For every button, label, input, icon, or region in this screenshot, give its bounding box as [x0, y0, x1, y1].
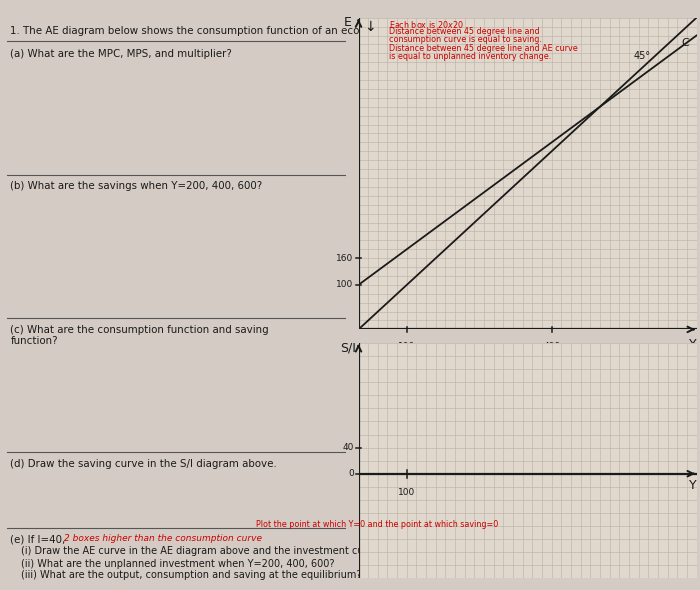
Text: is equal to unplanned inventory change.: is equal to unplanned inventory change.: [389, 52, 551, 61]
Text: (b) What are the savings when Y=200, 400, 600?: (b) What are the savings when Y=200, 400…: [10, 181, 262, 191]
Text: C: C: [681, 38, 689, 48]
Text: 40: 40: [342, 443, 354, 452]
Text: 100: 100: [337, 280, 354, 289]
Text: Y: Y: [689, 479, 696, 492]
Text: 160: 160: [337, 254, 354, 263]
Text: 0: 0: [348, 469, 354, 478]
Text: S/I: S/I: [340, 342, 356, 355]
Text: (e) If I=40,: (e) If I=40,: [10, 535, 66, 545]
Text: (a) What are the MPC, MPS, and multiplier?: (a) What are the MPC, MPS, and multiplie…: [10, 48, 232, 58]
Text: Plot the point at which Y=0 and the point at which saving=0: Plot the point at which Y=0 and the poin…: [256, 520, 498, 529]
Text: Each box is $20x$20: Each box is $20x$20: [389, 19, 463, 30]
Text: (d) Draw the saving curve in the S/I diagram above.: (d) Draw the saving curve in the S/I dia…: [10, 460, 277, 470]
Text: 400: 400: [543, 342, 560, 351]
Text: E: E: [344, 16, 352, 29]
Text: 100: 100: [398, 488, 415, 497]
Text: ↓: ↓: [364, 19, 375, 34]
Text: 1. The AE diagram below shows the consumption function of an economy,: 1. The AE diagram below shows the consum…: [10, 26, 392, 36]
Text: Y: Y: [689, 339, 696, 352]
Text: 2 boxes higher than the consumption curve: 2 boxes higher than the consumption curv…: [64, 535, 262, 543]
Text: (c) What are the consumption function and saving
function?: (c) What are the consumption function an…: [10, 325, 269, 346]
Text: (i) Draw the AE curve in the AE diagram above and the investment curve in the S/: (i) Draw the AE curve in the AE diagram …: [20, 546, 505, 556]
Text: 100: 100: [398, 342, 415, 351]
Text: Distance between 45 degree line and: Distance between 45 degree line and: [389, 27, 539, 36]
Text: consumption curve is equal to saving.: consumption curve is equal to saving.: [389, 35, 541, 44]
Text: Distance between 45 degree line and AE curve: Distance between 45 degree line and AE c…: [389, 44, 578, 53]
Text: (ii) What are the unplanned investment when Y=200, 400, 600?: (ii) What are the unplanned investment w…: [20, 559, 334, 569]
Text: 45°: 45°: [634, 51, 651, 61]
Text: (iii) What are the output, consumption and saving at the equilibrium?: (iii) What are the output, consumption a…: [20, 571, 361, 581]
